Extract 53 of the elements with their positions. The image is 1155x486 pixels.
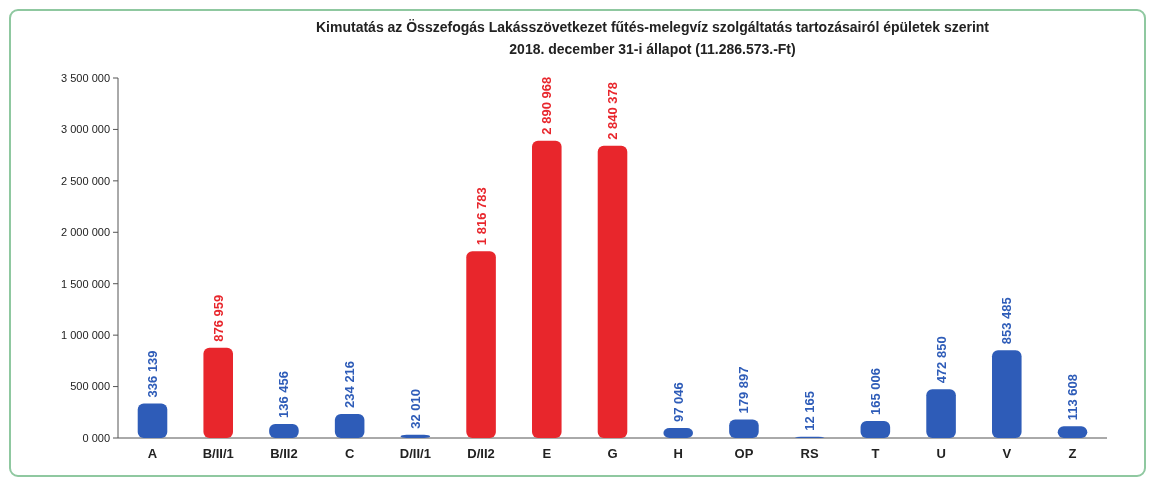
data-label: 136 456 bbox=[276, 370, 292, 418]
bar bbox=[334, 413, 365, 438]
y-tick-label: 1 500 000 bbox=[61, 277, 110, 290]
data-label: 12 165 bbox=[802, 390, 818, 431]
x-tick-label: A bbox=[147, 446, 158, 461]
data-label: 472 850 bbox=[933, 336, 949, 384]
data-label: 2 840 378 bbox=[605, 82, 621, 140]
data-label: 165 006 bbox=[867, 368, 883, 416]
data-label: 876 959 bbox=[210, 294, 226, 342]
x-tick-label: G bbox=[607, 446, 618, 461]
bar bbox=[926, 389, 956, 438]
y-tick-label: 2 000 000 bbox=[61, 226, 110, 239]
y-tick-label: 0 000 bbox=[82, 431, 110, 444]
bar bbox=[663, 428, 693, 438]
y-tick-label: 3 000 000 bbox=[61, 123, 110, 136]
chart-title: Kimutatás az Összefogás Lakásszövetkezet fűtés-melegvíz szolgáltatás tartozásairól épületek szerint bbox=[315, 19, 990, 35]
x-tick-label: RS bbox=[800, 446, 819, 461]
bar bbox=[860, 421, 891, 438]
x-tick-label: T bbox=[871, 446, 880, 461]
bar bbox=[269, 423, 299, 438]
y-tick-label: 500 000 bbox=[70, 380, 110, 393]
bar bbox=[466, 251, 496, 438]
x-tick-label: U bbox=[936, 446, 946, 461]
x-tick-label: D/II/1 bbox=[399, 446, 431, 461]
x-tick-label: E bbox=[542, 446, 552, 461]
x-tick-label: B/II/1 bbox=[202, 446, 234, 461]
y-tick-label: 1 000 000 bbox=[61, 328, 110, 341]
bar bbox=[203, 347, 233, 438]
x-tick-label: B/II2 bbox=[270, 446, 298, 461]
data-label: 1 816 783 bbox=[473, 187, 489, 246]
bar bbox=[597, 145, 628, 438]
data-label: 32 010 bbox=[407, 388, 423, 429]
bar bbox=[992, 350, 1022, 438]
data-label: 2 890 968 bbox=[539, 76, 555, 135]
x-tick-label: D/II2 bbox=[467, 446, 495, 461]
data-label: 179 897 bbox=[736, 366, 752, 414]
bar bbox=[137, 403, 168, 438]
x-tick-label: V bbox=[1002, 446, 1012, 461]
data-label: 113 608 bbox=[1065, 374, 1081, 421]
x-tick-label: Z bbox=[1068, 446, 1077, 461]
data-label: 234 216 bbox=[342, 360, 358, 408]
x-tick-label: H bbox=[673, 446, 683, 461]
y-tick-label: 2 500 000 bbox=[61, 174, 110, 187]
bar bbox=[532, 140, 562, 438]
x-tick-label: C bbox=[344, 446, 355, 461]
bar bbox=[1057, 426, 1088, 438]
y-tick-label: 3 500 000 bbox=[61, 71, 110, 84]
bar bbox=[729, 419, 759, 438]
data-label: 97 046 bbox=[670, 382, 686, 423]
x-tick-label: OP bbox=[734, 446, 754, 461]
chart-subtitle: 2018. december 31-i állapot (11.286.573.-Ft) bbox=[509, 41, 796, 57]
data-label: 336 139 bbox=[145, 350, 161, 398]
data-label: 853 485 bbox=[999, 297, 1015, 345]
